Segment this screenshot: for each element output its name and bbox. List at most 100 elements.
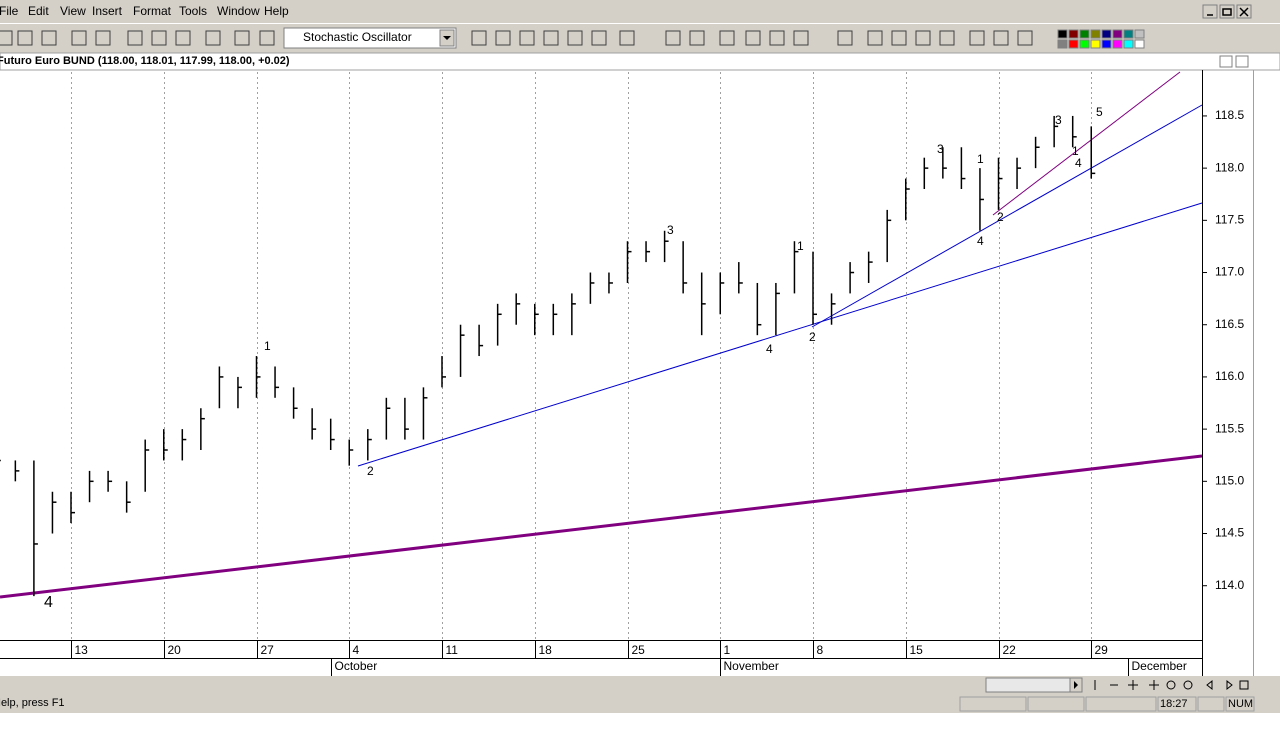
menu-item[interactable]: Format <box>133 4 172 18</box>
palette-swatch[interactable] <box>1112 39 1123 49</box>
trend-lines <box>0 71 1203 599</box>
toolbar-button[interactable] <box>95 30 111 46</box>
palette-swatch[interactable] <box>1134 29 1145 39</box>
toolbar-button[interactable] <box>41 30 57 46</box>
chart-close[interactable] <box>1235 55 1249 68</box>
palette-swatch[interactable] <box>1101 29 1112 39</box>
toolbar-button[interactable] <box>793 30 809 46</box>
toolbar-button[interactable] <box>591 30 607 46</box>
toolbar-button[interactable] <box>495 30 511 46</box>
palette-swatch[interactable] <box>1079 29 1090 39</box>
y-tick-label: 116.0 <box>1215 369 1244 383</box>
toolbar-button[interactable] <box>175 30 191 46</box>
palette-swatch[interactable] <box>1057 39 1068 49</box>
wave-label: 1 <box>1072 144 1079 158</box>
menu-item[interactable]: Tools <box>179 4 207 18</box>
toolbar-button[interactable] <box>891 30 907 46</box>
toolbar-button[interactable] <box>915 30 931 46</box>
toolbar-button[interactable] <box>939 30 955 46</box>
wave-label: 1 <box>264 339 271 353</box>
toolbar-button[interactable] <box>719 30 735 46</box>
toolbar-button[interactable] <box>619 30 635 46</box>
palette-swatch[interactable] <box>1090 39 1101 49</box>
x-tick-label: 25 <box>632 643 646 657</box>
toolbar-button[interactable] <box>71 30 87 46</box>
menu: File Edit View Insert Format Tools Window Help <box>0 4 289 18</box>
palette-swatch[interactable] <box>1123 39 1134 49</box>
y-tick-label: 114.5 <box>1215 526 1244 540</box>
status-num: NUM <box>1228 698 1253 710</box>
x-tick-label: 27 <box>261 643 275 657</box>
status-pane <box>1197 696 1225 712</box>
x-tick-label: 4 <box>353 643 360 657</box>
palette-swatch[interactable] <box>1112 29 1123 39</box>
palette-swatch[interactable] <box>1123 29 1134 39</box>
wave-label: 4 <box>44 594 53 611</box>
indicator-select[interactable] <box>283 27 457 49</box>
chart-window-bar <box>0 52 1280 71</box>
status-bar <box>0 695 1280 713</box>
x-tick-label: 15 <box>910 643 924 657</box>
axes: 114.0 114.5 115.0 115.5 116.0 116.5 117.0 117.5… <box>71 108 1244 676</box>
menu-item[interactable]: Edit <box>28 4 49 18</box>
wave-label: 4 <box>766 342 773 356</box>
menu-item[interactable]: View <box>60 4 86 18</box>
grid <box>71 72 1092 640</box>
status-pane <box>1085 696 1157 712</box>
zoom-out[interactable] <box>1166 680 1176 690</box>
palette-swatch[interactable] <box>1068 39 1079 49</box>
toolbar-button[interactable] <box>769 30 785 46</box>
wave-label: 5 <box>1096 105 1103 119</box>
toolbar-button[interactable] <box>234 30 250 46</box>
wave-label: 2 <box>809 330 816 344</box>
toolbar-button[interactable] <box>0 30 13 46</box>
trend-line <box>811 104 1203 328</box>
menu-item[interactable]: File <box>0 4 19 18</box>
scrollbar[interactable] <box>985 677 1071 693</box>
palette-swatch[interactable] <box>1101 39 1112 49</box>
minimize-button[interactable] <box>1202 4 1218 19</box>
x-tick-label: 11 <box>446 643 459 657</box>
toolbar-button[interactable] <box>837 30 853 46</box>
toolbar-button[interactable] <box>471 30 487 46</box>
toolbar-button[interactable] <box>151 30 167 46</box>
toolbar-button[interactable] <box>969 30 985 46</box>
toolbar-button[interactable] <box>689 30 705 46</box>
menu-item[interactable]: Help <box>264 4 289 18</box>
palette-swatch[interactable] <box>1079 39 1090 49</box>
restore-button[interactable] <box>1219 4 1235 19</box>
status-time: 18:27 <box>1160 698 1188 710</box>
toolbar-button[interactable] <box>205 30 221 46</box>
chart-restore[interactable] <box>1219 55 1233 68</box>
y-tick-label: 117.5 <box>1215 213 1244 227</box>
toolbar-button[interactable] <box>745 30 761 46</box>
nav-icons[interactable] <box>1094 679 1249 691</box>
month-label: December <box>1132 659 1187 673</box>
color-palette <box>1057 29 1145 49</box>
toolbar-button[interactable] <box>127 30 143 46</box>
toolbar-button[interactable] <box>665 30 681 46</box>
toolbar-button[interactable] <box>519 30 535 46</box>
trend-line <box>0 454 1203 599</box>
status-pane <box>1027 696 1085 712</box>
zoom-in[interactable] <box>1183 680 1193 690</box>
toolbar-button[interactable] <box>17 30 33 46</box>
wave-label: 2 <box>997 210 1004 224</box>
toolbar-button[interactable] <box>993 30 1009 46</box>
menu-item[interactable]: Window <box>217 4 260 18</box>
toolbar-button[interactable] <box>259 30 275 46</box>
palette-swatch[interactable] <box>1068 29 1079 39</box>
toolbar-button[interactable] <box>1017 30 1033 46</box>
palette-swatch[interactable] <box>1090 29 1101 39</box>
status-pane <box>1225 696 1255 712</box>
palette-swatch[interactable] <box>1134 39 1145 49</box>
toolbar-button[interactable] <box>543 30 559 46</box>
price-bars <box>0 115 1096 597</box>
toolbar-button[interactable] <box>867 30 883 46</box>
palette-swatch[interactable] <box>1057 29 1068 39</box>
trend-line <box>357 202 1203 467</box>
x-tick-label: 20 <box>168 643 182 657</box>
toolbar-button[interactable] <box>567 30 583 46</box>
menu-item[interactable]: Insert <box>92 4 123 18</box>
